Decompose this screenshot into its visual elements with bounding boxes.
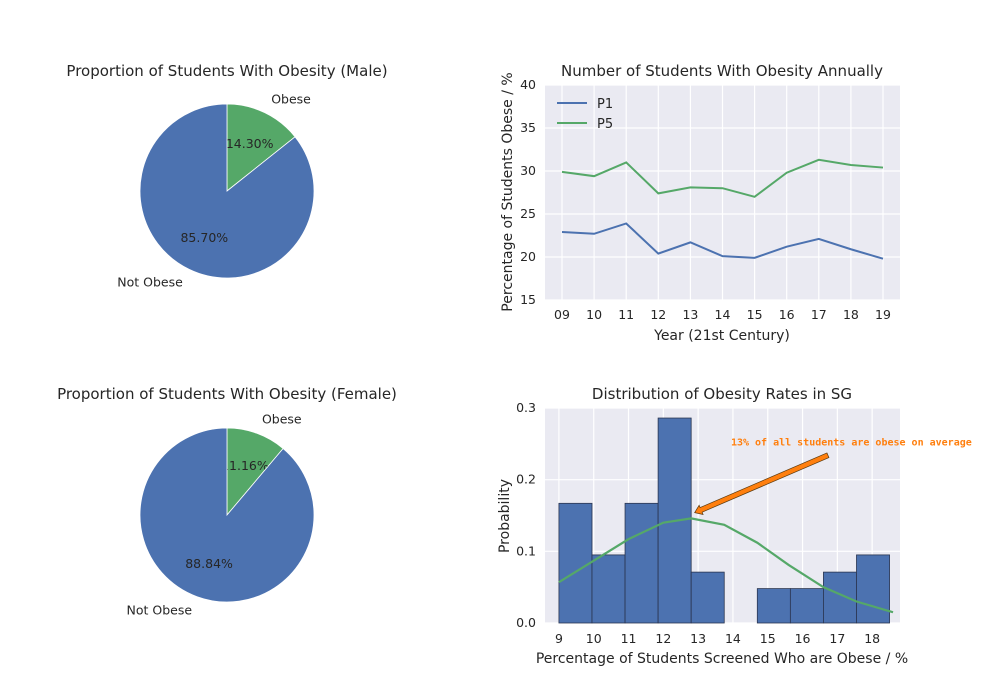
- line-series-group: [561, 158, 884, 260]
- hist-xlabel: Percentage of Students Screened Who are …: [536, 651, 908, 667]
- pie-chart-female: Proportion of Students With Obesity (Fem…: [57, 385, 397, 618]
- x-tick-label: 9: [555, 631, 563, 646]
- pie-chart-male: Proportion of Students With Obesity (Mal…: [66, 62, 387, 290]
- y-tick-label: 0.0: [516, 615, 536, 630]
- x-tick-label: 16: [795, 631, 811, 646]
- line-xlabel: Year (21st Century): [653, 328, 790, 344]
- line-chart: 09 10 11 12 13 14 15 16 17 18 19 15 20 25 30 35 40 Numbe…: [500, 62, 900, 344]
- y-tick-label: 35: [520, 120, 536, 135]
- x-tick-label: 13: [682, 307, 698, 322]
- x-tick-label: 17: [829, 631, 845, 646]
- x-tick-label: 16: [779, 307, 795, 322]
- series-line-P5: [561, 158, 884, 198]
- y-tick-label: 25: [520, 206, 536, 221]
- pie-pct-label: 11.16%: [221, 458, 269, 473]
- pie-pct-label: 14.30%: [226, 136, 274, 151]
- line-ticks: 09 10 11 12 13 14 15 16 17 18 19 15 20 25 30 35 40: [520, 77, 891, 322]
- series-line-P1: [561, 222, 884, 260]
- x-tick-label: 10: [586, 631, 602, 646]
- y-tick-label: 0.3: [516, 400, 536, 415]
- x-tick-label: 10: [586, 307, 602, 322]
- hist-bar: [690, 571, 725, 624]
- pie-slice-label: Obese: [262, 411, 302, 426]
- x-tick-label: 17: [811, 307, 827, 322]
- y-tick-label: 40: [520, 77, 536, 92]
- x-tick-label: 12: [650, 307, 666, 322]
- y-tick-label: 20: [520, 249, 536, 264]
- pie-slice: [139, 103, 315, 279]
- x-tick-label: 11: [618, 307, 634, 322]
- x-tick-label: 13: [690, 631, 706, 646]
- pie-female-title: Proportion of Students With Obesity (Fem…: [57, 385, 397, 403]
- hist-bar: [756, 588, 791, 624]
- hist-title: Distribution of Obesity Rates in SG: [592, 385, 852, 403]
- annotation-text: 13% of all students are obese on average: [731, 437, 972, 448]
- pie-pct-label: 85.70%: [180, 230, 228, 245]
- pie-slice-label: Not Obese: [117, 275, 183, 290]
- pie-male-title: Proportion of Students With Obesity (Mal…: [66, 62, 387, 80]
- hist-bar: [558, 502, 593, 624]
- legend-label-P5: P5: [597, 117, 613, 132]
- pie-slice: [226, 103, 296, 192]
- hist-curve: [558, 517, 894, 614]
- x-tick-label: 14: [715, 307, 731, 322]
- y-tick-label: 30: [520, 163, 536, 178]
- annotation-arrow: [694, 452, 830, 515]
- x-tick-label: 09: [554, 307, 570, 322]
- x-tick-label: 11: [621, 631, 637, 646]
- x-tick-label: 15: [747, 307, 763, 322]
- hist-bars: [558, 417, 890, 624]
- x-tick-label: 18: [864, 631, 880, 646]
- hist-bar: [856, 554, 890, 624]
- y-tick-label: 0.1: [516, 543, 536, 558]
- hist-bar: [789, 588, 824, 624]
- hist-annotation: 13% of all students are obese on average: [694, 437, 972, 515]
- x-tick-label: 14: [725, 631, 741, 646]
- hist-bar: [591, 554, 626, 624]
- line-ylabel: Percentage of Students Obese / %: [500, 72, 516, 311]
- x-tick-label: 19: [875, 307, 891, 322]
- hist-bar: [823, 571, 857, 624]
- pie-slice-label: Not Obese: [126, 603, 192, 618]
- pie-pct-label: 88.84%: [185, 556, 233, 571]
- hist-ticks: 9 10 11 12 13 14 15 16 17 18 0.0 0.1 0.2 0.3: [516, 400, 880, 646]
- legend-label-P1: P1: [597, 97, 613, 112]
- x-tick-label: 18: [843, 307, 859, 322]
- line-title: Number of Students With Obesity Annually: [561, 62, 883, 80]
- pie-slice-label: Obese: [271, 91, 311, 106]
- x-tick-label: 12: [655, 631, 671, 646]
- density-curve: [558, 517, 894, 614]
- hist-ylabel: Probability: [497, 479, 513, 553]
- histogram-chart: 9 10 11 12 13 14 15 16 17 18 0.0 0.1 0.2 0.3 13% of a…: [497, 385, 972, 667]
- x-tick-label: 15: [760, 631, 776, 646]
- pie-slice: [139, 427, 315, 603]
- hist-bar: [624, 502, 659, 624]
- y-tick-label: 0.2: [516, 472, 536, 487]
- y-tick-label: 15: [520, 292, 536, 307]
